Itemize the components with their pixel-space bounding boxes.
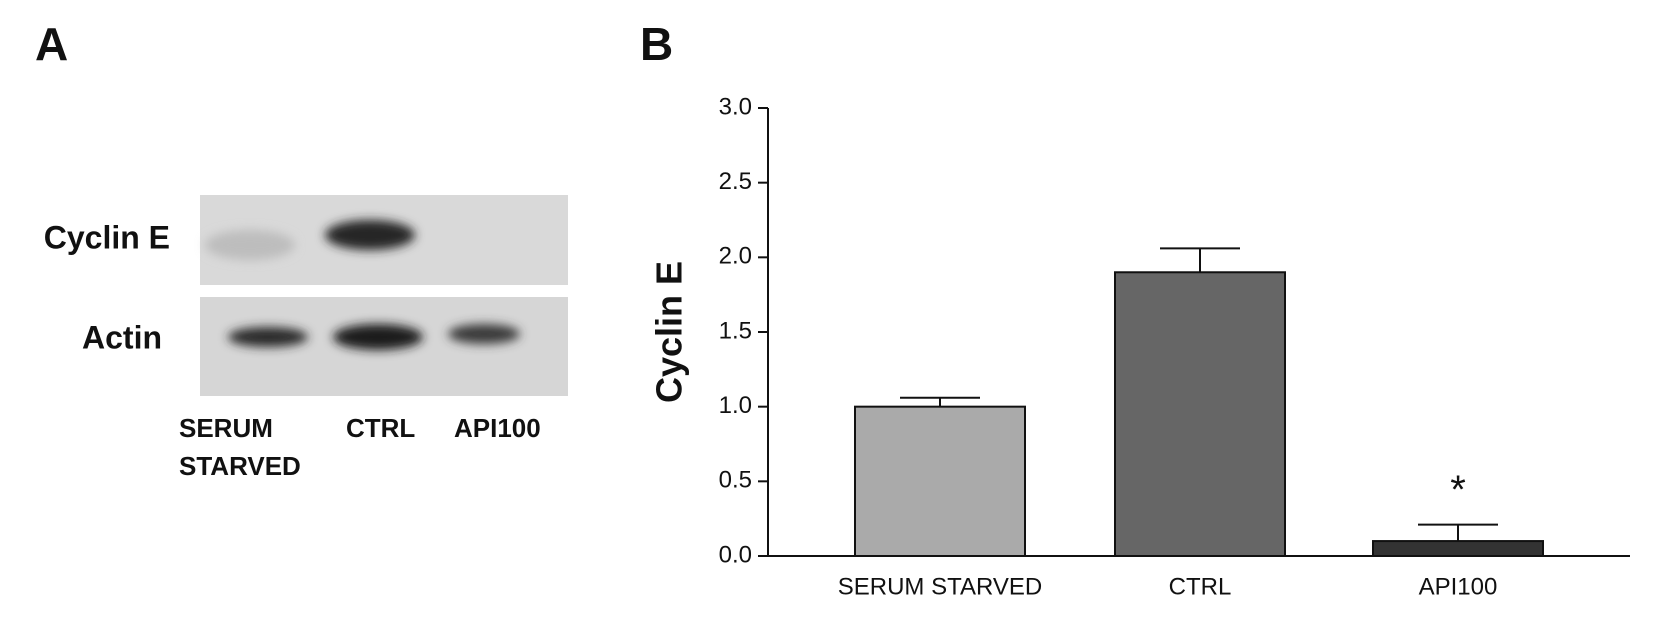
- y-tick-label: 0.5: [719, 467, 752, 494]
- bar: [854, 405, 1026, 557]
- y-tick-label: 2.0: [719, 243, 752, 270]
- panel-label: A: [35, 18, 68, 70]
- chart: 0.0 0.5 1.0 1.5 2.0 2.5 3.0 SERUM STARVED CTRL AP…: [719, 93, 1630, 600]
- y-tick-label: 2.5: [719, 168, 752, 195]
- bar: [1372, 540, 1544, 557]
- blot-row-label: Actin: [82, 319, 162, 355]
- y-tick-label: 3.0: [719, 93, 752, 120]
- y-axis-label: Cyclin E: [649, 261, 690, 403]
- x-tick-label: API100: [1419, 573, 1498, 600]
- blot-band: [325, 220, 415, 250]
- y-tick-label: 1.0: [719, 392, 752, 419]
- blot-band: [205, 230, 295, 260]
- lane-label: CTRL: [346, 413, 415, 443]
- lane-label: SERUM: [179, 413, 273, 443]
- blot-band: [448, 324, 520, 344]
- x-tick-label: SERUM STARVED: [838, 573, 1042, 600]
- panel-label: B: [640, 18, 673, 70]
- x-tick-label: CTRL: [1169, 573, 1232, 600]
- blot-band: [333, 324, 423, 350]
- lane-label: STARVED: [179, 451, 301, 481]
- blot-band: [228, 327, 308, 347]
- bar: [1114, 271, 1286, 557]
- y-tick-label: 1.5: [719, 317, 752, 344]
- y-tick-label: 0.0: [719, 541, 752, 568]
- blot-row-label: Cyclin E: [44, 219, 170, 255]
- annotation: *: [1450, 468, 1466, 512]
- lane-label: API100: [454, 413, 541, 443]
